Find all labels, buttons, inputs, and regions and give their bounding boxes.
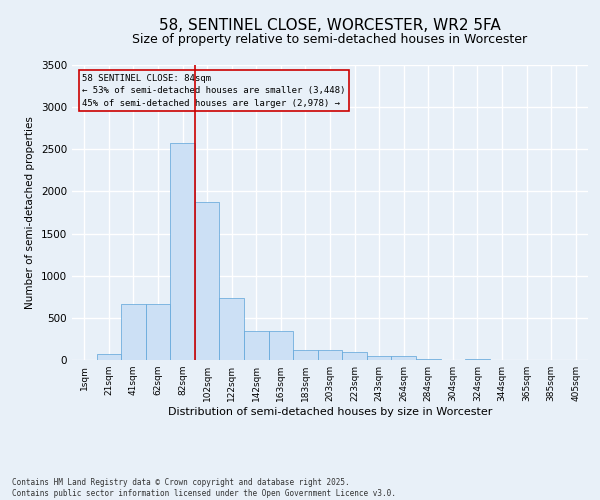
Bar	[244, 330, 269, 360]
Bar	[391, 356, 416, 360]
Bar	[342, 352, 367, 360]
Text: 58 SENTINEL CLOSE: 84sqm
← 53% of semi-detached houses are smaller (3,448)
45% o: 58 SENTINEL CLOSE: 84sqm ← 53% of semi-d…	[82, 74, 346, 108]
Bar	[220, 298, 244, 360]
Text: 58, SENTINEL CLOSE, WORCESTER, WR2 5FA: 58, SENTINEL CLOSE, WORCESTER, WR2 5FA	[159, 18, 501, 32]
Bar	[318, 350, 342, 360]
Bar	[121, 304, 146, 360]
Bar	[367, 356, 391, 360]
Text: Size of property relative to semi-detached houses in Worcester: Size of property relative to semi-detach…	[133, 32, 527, 46]
Bar	[170, 144, 195, 360]
Bar	[146, 304, 170, 360]
X-axis label: Distribution of semi-detached houses by size in Worcester: Distribution of semi-detached houses by …	[168, 407, 492, 417]
Bar	[97, 354, 121, 360]
Text: Contains HM Land Registry data © Crown copyright and database right 2025.
Contai: Contains HM Land Registry data © Crown c…	[12, 478, 396, 498]
Y-axis label: Number of semi-detached properties: Number of semi-detached properties	[25, 116, 35, 309]
Bar	[293, 350, 318, 360]
Bar	[465, 359, 490, 360]
Bar	[416, 359, 440, 360]
Bar	[195, 202, 220, 360]
Bar	[269, 332, 293, 360]
